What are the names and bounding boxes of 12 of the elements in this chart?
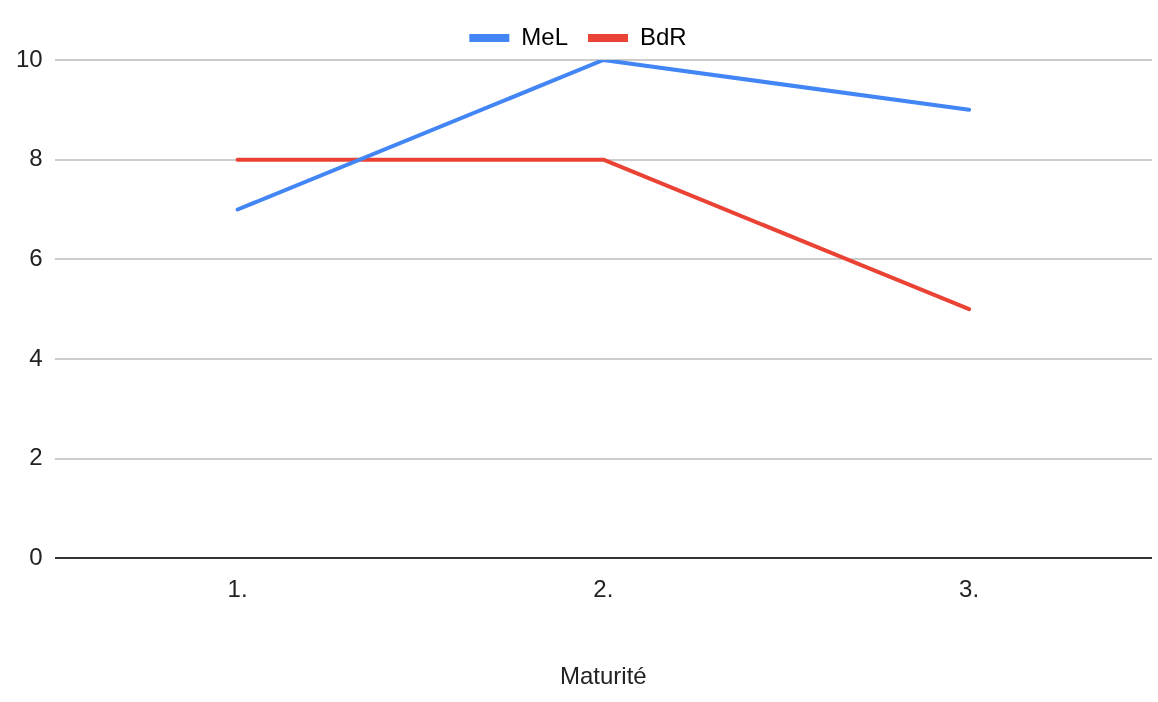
legend-label: MeL bbox=[521, 22, 568, 50]
y-tick-label: 4 bbox=[29, 343, 43, 371]
x-tick-label: 2. bbox=[593, 575, 614, 603]
x-tick-label: 1. bbox=[227, 575, 248, 603]
y-tick-label: 6 bbox=[29, 243, 43, 271]
y-tick-label: 0 bbox=[29, 543, 43, 571]
x-tick-label: 3. bbox=[959, 575, 980, 603]
y-tick-label: 8 bbox=[29, 144, 43, 172]
y-tick-label: 2 bbox=[29, 443, 43, 471]
x-axis-title: Maturité bbox=[560, 662, 647, 690]
legend-label: BdR bbox=[640, 22, 687, 50]
y-tick-label: 10 bbox=[15, 44, 43, 72]
